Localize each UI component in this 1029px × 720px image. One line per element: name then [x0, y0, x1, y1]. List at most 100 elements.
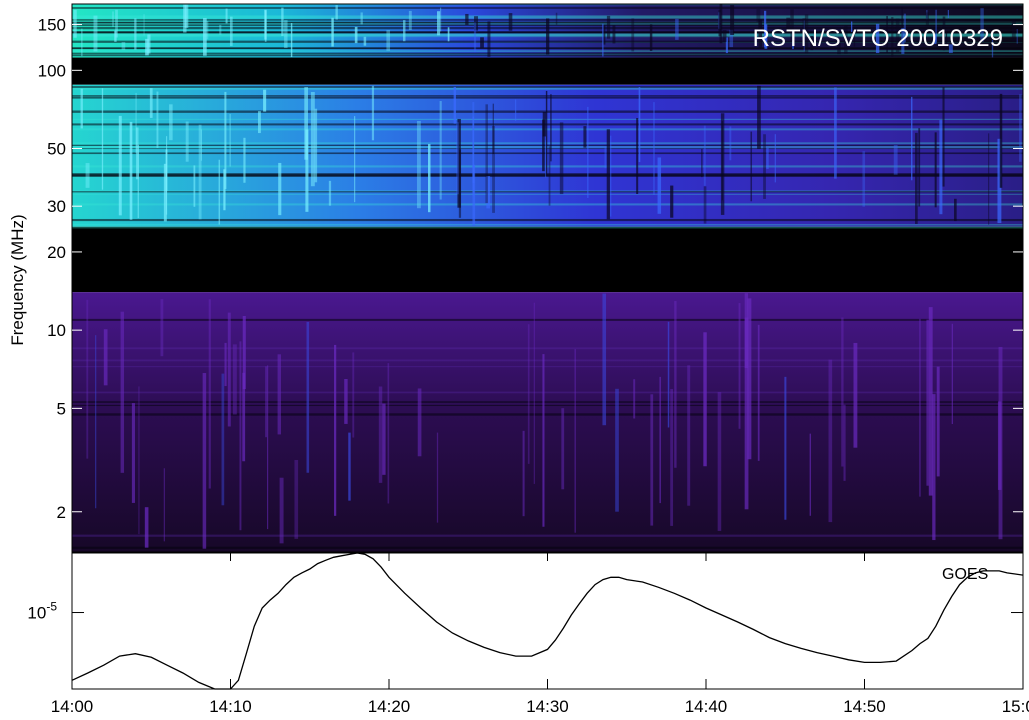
spectrogram-streak [72, 359, 1023, 362]
spectrogram-burst [439, 7, 442, 32]
spectrogram-burst [650, 394, 654, 526]
spectrogram-burst [550, 94, 552, 162]
spectrogram-burst [294, 459, 299, 539]
spectrogram-burst [472, 116, 474, 196]
spectrogram-burst [354, 26, 358, 44]
spectrogram-burst [306, 321, 310, 473]
spectrogram-burst [606, 15, 611, 39]
spectrogram-streak [72, 318, 1023, 321]
spectrogram-burst [416, 120, 421, 209]
spectrogram-burst [915, 132, 918, 224]
spectrogram-burst [200, 129, 202, 161]
spectrogram-burst [862, 151, 866, 207]
spectrogram-burst [720, 113, 725, 215]
spectrogram-burst [703, 186, 707, 224]
spectrogram-burst [901, 27, 905, 55]
spectrogram-burst [314, 108, 318, 183]
spectrogram-streak [72, 191, 1023, 193]
spectrogram-burst [951, 323, 953, 425]
spectrogram-burst [408, 10, 412, 30]
spectrogram-streak [72, 96, 1023, 99]
spectrogram-burst [809, 433, 811, 516]
spectrogram-burst [208, 299, 211, 489]
spectrogram-y-tick-label: 20 [47, 243, 66, 262]
spectrogram-streak [72, 123, 1023, 126]
spectrogram-burst [545, 140, 547, 178]
spectrogram-burst [763, 134, 766, 199]
goes-x-axis: 14:00 14:10 14:20 14:30 14:40 14:50 15:00 [51, 553, 1029, 716]
spectrogram-burst [945, 32, 948, 45]
spectrogram-burst [278, 162, 282, 216]
spectrogram-y-tick-label: 2 [57, 503, 66, 522]
spectrogram-burst [193, 165, 196, 207]
spectrogram-burst [163, 468, 165, 542]
spectrogram-burst [267, 365, 269, 530]
spectrogram-streak [72, 404, 1023, 407]
spectrogram-burst [606, 129, 610, 220]
spectrogram-streak [72, 4, 1023, 6]
spectrogram-burst [542, 119, 545, 172]
spectrogram-burst [886, 16, 888, 53]
spectrogram-burst [169, 104, 173, 141]
spectrogram-streak [72, 218, 1023, 222]
spectrogram-burst [492, 103, 494, 155]
spectrogram-streak [72, 347, 1023, 350]
spectrogram-streak [72, 366, 1023, 368]
spectrogram-burst [344, 378, 348, 424]
spectrogram-burst [218, 159, 221, 225]
spectrogram-burst [988, 133, 990, 225]
spectrogram-burst [232, 344, 237, 415]
spectrogram-burst [229, 113, 231, 167]
spectrogram-band-2 [72, 84, 1023, 227]
spectrogram-burst [348, 432, 351, 501]
spectrogram-burst [675, 18, 679, 40]
spectrogram-burst [95, 335, 97, 509]
goes-legend-label: GOES [942, 566, 988, 583]
spectrogram-burst [465, 13, 469, 25]
spectrogram-burst [602, 293, 607, 426]
spectrogram-burst [185, 121, 189, 162]
spectrogram-y-tick-label: 30 [47, 197, 66, 216]
spectrogram-burst [991, 39, 994, 58]
spectrogram-burst [722, 29, 727, 42]
spectrogram-streak [72, 173, 1023, 175]
spectrogram-burst [653, 102, 655, 196]
spectrogram-burst [264, 9, 267, 40]
spectrogram-burst [901, 7, 903, 45]
spectrogram-burst [725, 37, 728, 54]
spectrogram-burst [997, 401, 1002, 490]
spectrogram-burst [487, 21, 491, 57]
spectrogram-burst [810, 36, 814, 51]
spectrogram-burst [792, 29, 794, 50]
spectrogram-burst [980, 8, 984, 42]
spectrogram-burst [112, 11, 114, 27]
spectrogram-burst [804, 14, 809, 54]
spectrogram-burst [203, 18, 207, 56]
spectrogram-burst [135, 92, 137, 154]
spectrogram-burst [803, 20, 805, 51]
spectrogram-burst [891, 16, 894, 57]
spectrogram-burst [352, 352, 355, 438]
goes-x-tick-label: 14:40 [685, 697, 728, 716]
spectrogram-burst [701, 148, 703, 178]
spectrogram-burst [427, 144, 431, 213]
spectrogram-streak [72, 86, 1023, 88]
spectrogram-burst [456, 122, 459, 195]
goes-y-tick-exponent: -5 [46, 600, 57, 614]
spectrogram-burst [304, 87, 308, 160]
spectrogram-burst [911, 96, 913, 181]
spectrogram-streak [72, 142, 1023, 145]
spectrogram-burst [224, 342, 227, 387]
spectrogram-burst [610, 135, 612, 217]
spectrogram-y-tick-label: 10 [47, 321, 66, 340]
spectrogram-burst [473, 22, 477, 53]
goes-x-tick-label: 14:00 [51, 697, 94, 716]
spectrogram-streak [72, 413, 1023, 416]
spectrogram-burst [242, 315, 246, 390]
spectrogram-burst [587, 106, 589, 198]
spectrogram-burst [225, 8, 228, 24]
spectrogram-burst [942, 16, 946, 51]
spectrogram-burst [93, 15, 98, 52]
spectrogram-burst [335, 5, 338, 20]
